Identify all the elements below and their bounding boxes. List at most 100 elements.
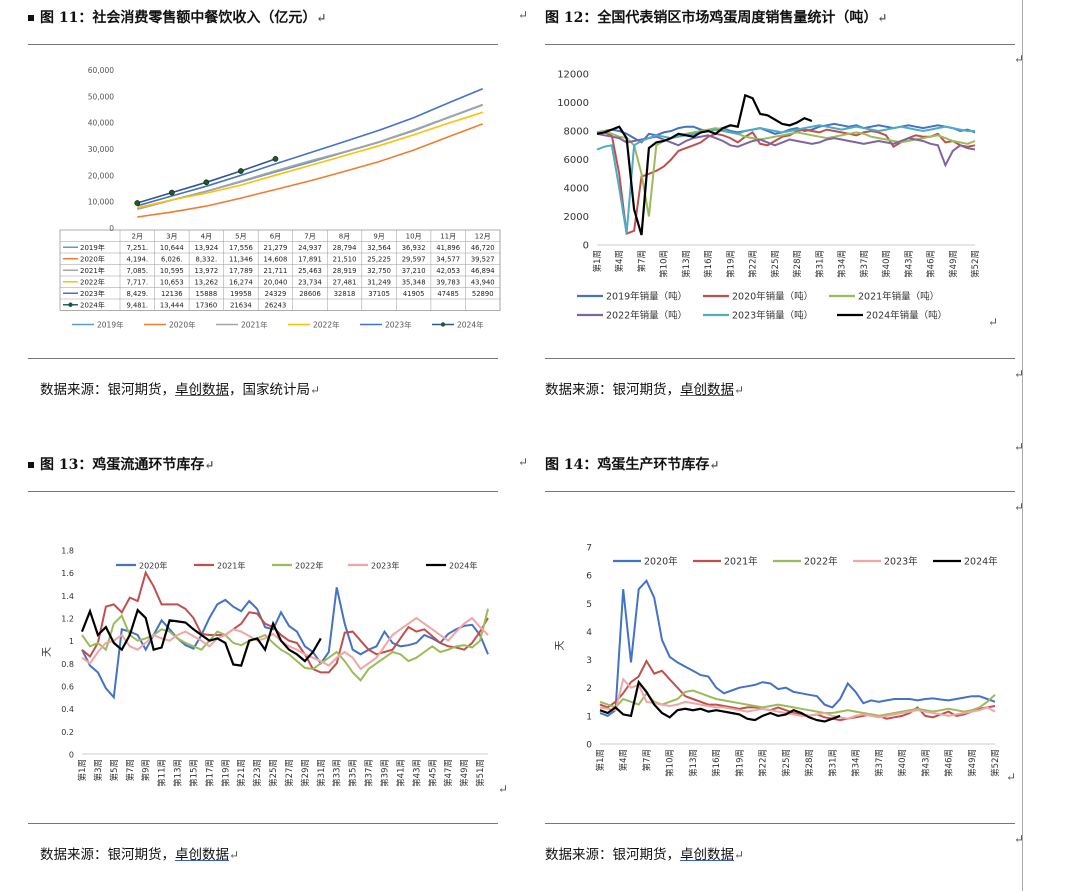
paragraph-mark-icon: ↵ [988, 315, 999, 329]
table-cell: 17,789 [229, 267, 253, 275]
series-line-2024年 [80, 607, 322, 667]
legend-label: 2021年销量（吨） [858, 291, 939, 303]
table-cell: 11,346 [229, 256, 253, 264]
x-tick-label: 第13周 [173, 759, 184, 787]
x-tick-label: 第10周 [665, 749, 676, 777]
series-line-2024年销量（吨） [596, 93, 813, 236]
x-tick-label: 8月 [339, 233, 350, 241]
table-cell: 37105 [368, 290, 390, 298]
x-tick-label: 第22周 [748, 250, 759, 278]
table-cell: 4,194. [126, 256, 148, 264]
table-cell: 13,262 [194, 279, 218, 287]
x-tick-label: 第19周 [725, 250, 736, 278]
y-tick-label: 6000 [564, 155, 589, 166]
table-series-label: 2021年 [80, 266, 105, 275]
source-link[interactable]: 卓创数据 [680, 382, 734, 398]
x-tick-label: 第21周 [236, 759, 247, 787]
divider [545, 491, 1015, 492]
table-cell: 24329 [265, 290, 287, 298]
legend-label: 2021年 [241, 320, 268, 330]
chart-production-inventory: 0 1 2 3 4 5 6 7 第1周 第4周 第7周 第10周 第13周 第16周 第19周 第22周 第25… [555, 544, 1001, 777]
table-cell: 10,653 [160, 279, 184, 287]
table-cell: 20,040 [264, 279, 288, 287]
y-axis-label: 天 [555, 641, 566, 651]
x-tick-label: 6月 [270, 233, 281, 241]
x-tick-label: 第3周 [93, 759, 104, 781]
legend-label: 2020年 [644, 556, 678, 568]
fig13-source: 数据来源：银河期货，卓创数据↵ [40, 847, 240, 863]
table-cell: 47485 [437, 290, 459, 298]
x-tick-label: 2月 [132, 233, 143, 241]
table-cell: 12136 [161, 290, 183, 298]
table-cell: 8,332. [196, 256, 218, 264]
x-tick-label: 第11周 [157, 759, 168, 787]
table-cell: 34,577 [436, 256, 460, 264]
series-line-2022年销量（吨） [596, 132, 976, 168]
paragraph-mark-icon: ↵ [1006, 770, 1017, 784]
series-line-2021年销量（吨） [596, 127, 976, 217]
fig12-caption: 图 12：全国代表销区市场鸡蛋周度销售量统计（吨）↵ [545, 10, 888, 26]
table-cell: 9,481. [126, 302, 148, 310]
y-tick-label: 0.4 [61, 705, 74, 714]
bullet-square-icon [28, 15, 34, 21]
x-tick-label: 第45周 [427, 759, 438, 787]
series-line-2020年 [137, 123, 483, 218]
data-point [272, 156, 279, 162]
table-cell: 14,608 [264, 256, 288, 264]
table-cell: 32,750 [367, 267, 391, 275]
table-cell: 46,894 [471, 267, 495, 275]
y-tick-label: 1.6 [61, 569, 74, 578]
divider [28, 823, 498, 824]
source-link[interactable]: 卓创数据 [175, 382, 229, 398]
x-tick-label: 第31周 [316, 759, 327, 787]
table-cell: 41,896 [436, 244, 460, 252]
series-line-2021年 [599, 658, 996, 722]
paragraph-mark-icon: ↵ [518, 8, 529, 22]
x-tick-label: 第31周 [827, 749, 838, 777]
table-cell: 13,972 [194, 267, 218, 275]
y-tick-label: 1 [586, 712, 592, 722]
table-cell: 21,279 [264, 244, 288, 252]
x-tick-label: 第51周 [475, 759, 486, 787]
x-tick-label: 7月 [304, 233, 315, 241]
paragraph-mark-icon: ↵ [1014, 832, 1025, 846]
x-tick-label: 第39周 [380, 759, 391, 787]
y-tick-label: 10,000 [88, 198, 114, 207]
x-tick-label: 第4周 [618, 749, 629, 771]
divider [28, 358, 498, 359]
y-tick-label: 10000 [557, 98, 589, 109]
y-tick-label: 7 [586, 544, 592, 554]
y-tick-label: 30,000 [88, 145, 114, 154]
x-tick-label: 12月 [475, 233, 491, 241]
table-series-label: 2022年 [80, 278, 105, 287]
x-tick-label: 第4周 [614, 250, 625, 272]
source-link[interactable]: 卓创数据 [680, 847, 734, 863]
table-cell: 13,444 [160, 302, 184, 310]
paragraph-mark-icon: ↵ [1014, 52, 1025, 66]
paragraph-mark-icon: ↵ [518, 455, 529, 469]
table-cell: 17,891 [298, 256, 322, 264]
y-tick-label: 0 [69, 751, 74, 760]
x-tick-label: 第7周 [641, 749, 652, 771]
table-series-label: 2019年 [80, 243, 105, 252]
bullet-square-icon [28, 462, 34, 468]
legend-marker [440, 322, 446, 327]
legend-label: 2024年 [457, 320, 484, 330]
legend-label: 2020年 [139, 561, 167, 571]
table-cell: 7,717. [126, 279, 148, 287]
legend-label: 2021年 [724, 556, 758, 568]
table-cell: 25,463 [298, 267, 322, 275]
x-tick-label: 第29周 [300, 759, 311, 787]
y-tick-label: 0.8 [61, 660, 74, 669]
y-tick-label: 4 [586, 628, 592, 638]
source-link[interactable]: 卓创数据 [175, 847, 229, 863]
series-line-2022年 [599, 689, 996, 717]
table-cell: 28,919 [333, 267, 357, 275]
table-cell: 17360 [196, 302, 218, 310]
table-cell: 17,556 [229, 244, 253, 252]
x-tick-label: 第43周 [903, 250, 914, 278]
fig13-caption: 图 13：鸡蛋流通环节库存↵ [28, 454, 214, 474]
x-tick-label: 第41周 [395, 759, 406, 787]
y-axis-label: 天 [42, 647, 53, 657]
y-tick-label: 0 [586, 741, 592, 751]
